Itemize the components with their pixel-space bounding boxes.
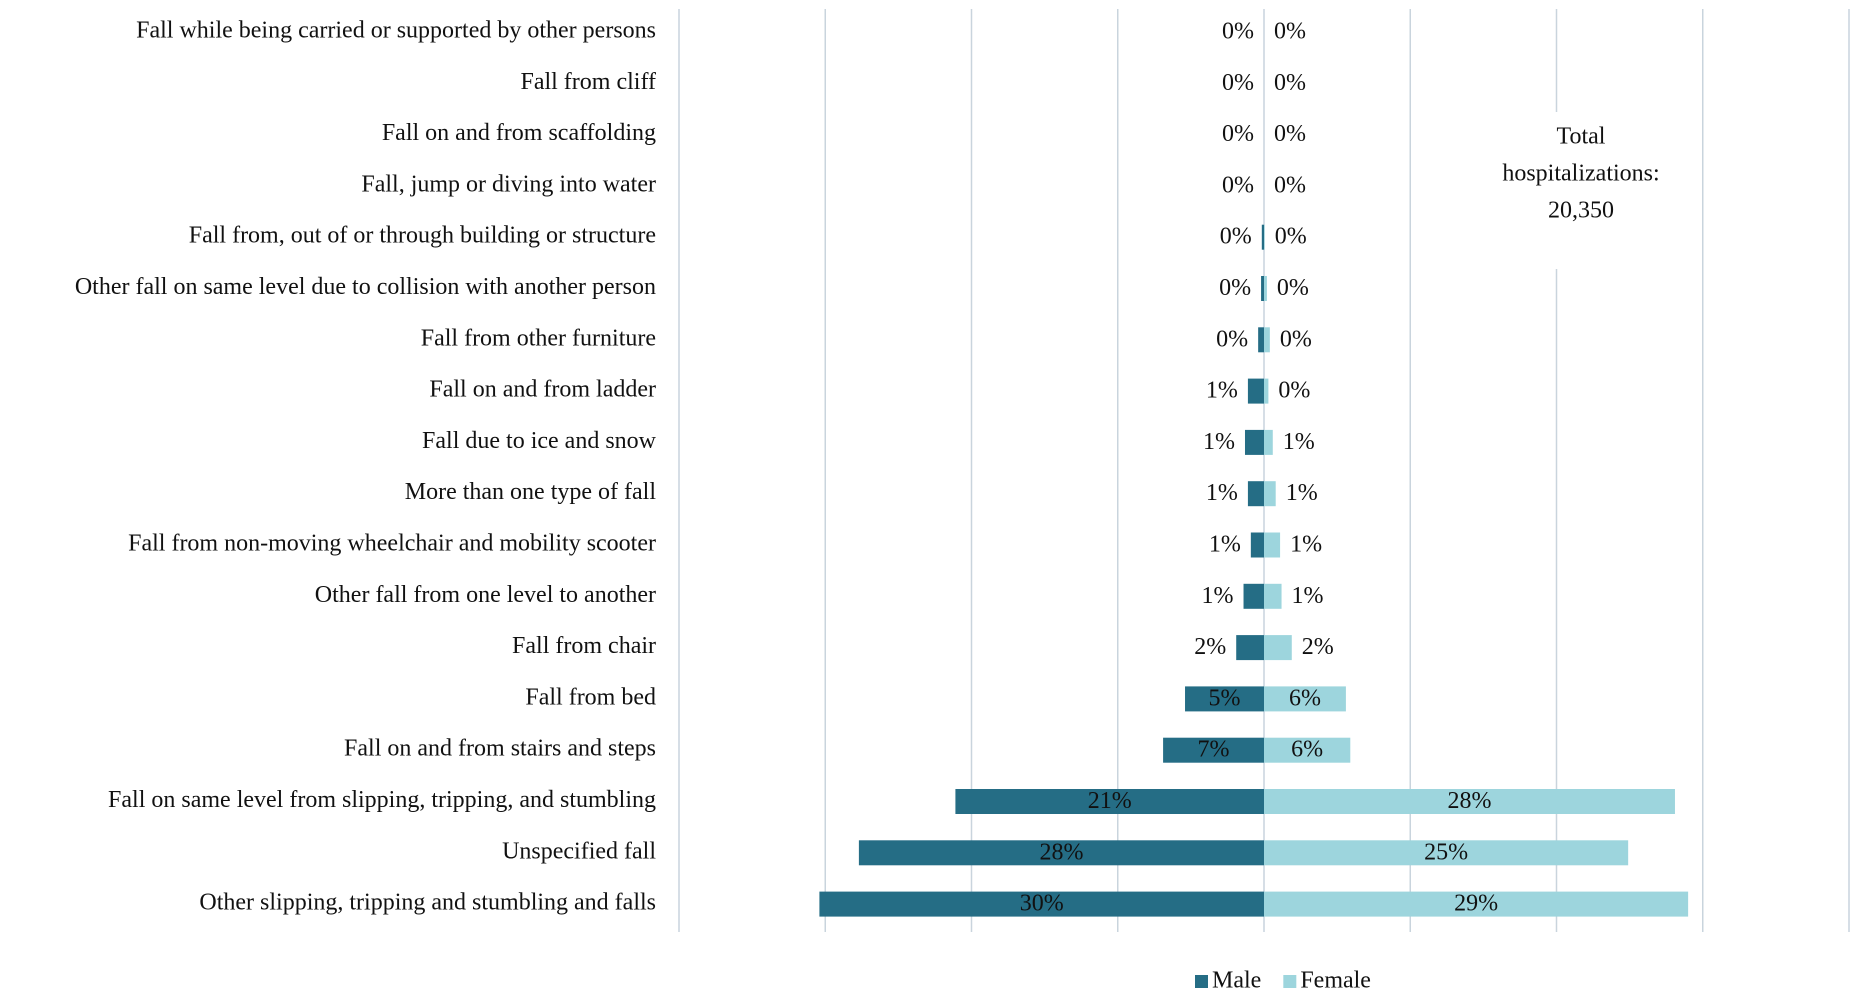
- category-label: Fall on and from stairs and steps: [344, 736, 656, 762]
- value-label: 0%: [1220, 224, 1252, 250]
- value-label: 0%: [1274, 172, 1306, 198]
- category-label: Fall from cliff: [520, 69, 656, 95]
- value-label: 1%: [1286, 480, 1318, 506]
- value-label: 1%: [1290, 532, 1322, 558]
- annotation: hospitalizations:: [1502, 161, 1659, 187]
- bar: [819, 891, 1264, 917]
- bar: [1261, 276, 1264, 301]
- value-label: 28%: [1039, 839, 1083, 865]
- category-label: Fall from bed: [525, 684, 656, 710]
- value-label: 1%: [1202, 583, 1234, 609]
- bar: [1250, 532, 1264, 558]
- category-label: Other slipping, tripping and stumbling a…: [199, 890, 656, 916]
- bar: [1264, 891, 1689, 917]
- value-label: 0%: [1275, 224, 1307, 250]
- bar: [858, 840, 1264, 866]
- legend-label: Male: [1212, 968, 1261, 993]
- bar: [1243, 583, 1264, 609]
- annotation-box: [1416, 112, 1700, 269]
- value-label: 28%: [1447, 788, 1491, 814]
- value-label: 2%: [1194, 634, 1226, 660]
- bar: [1236, 635, 1264, 661]
- value-label: 21%: [1088, 788, 1132, 814]
- annotation: 20,350: [1548, 198, 1614, 224]
- category-label: Fall from, out of or through building or…: [189, 223, 656, 249]
- category-label: Unspecified fall: [502, 838, 656, 864]
- value-label: 0%: [1222, 121, 1254, 147]
- bar: [1258, 327, 1264, 353]
- bar: [1264, 429, 1273, 455]
- value-label: 7%: [1198, 737, 1230, 763]
- bar: [1264, 532, 1281, 558]
- value-label: 1%: [1206, 378, 1238, 404]
- bar: [1264, 737, 1351, 763]
- bar: [1163, 737, 1264, 763]
- value-label: 0%: [1280, 326, 1312, 352]
- category-label: Fall from non-moving wheelchair and mobi…: [128, 531, 656, 557]
- category-label: Other fall from one level to another: [315, 582, 656, 608]
- legend-swatch: [1195, 975, 1208, 988]
- value-label: 25%: [1424, 839, 1468, 865]
- bar: [1264, 686, 1346, 712]
- value-label: 30%: [1020, 891, 1064, 917]
- bar: [1264, 840, 1629, 866]
- category-label: Fall from chair: [512, 633, 656, 659]
- value-label: 0%: [1222, 70, 1254, 96]
- bar: [1244, 429, 1264, 455]
- category-label: Fall on and from scaffolding: [382, 120, 656, 146]
- bar: [1247, 481, 1264, 507]
- category-label: Fall from other furniture: [421, 325, 656, 351]
- value-label: 0%: [1216, 326, 1248, 352]
- value-label: 6%: [1289, 685, 1321, 711]
- bar: [1185, 686, 1264, 712]
- bar: [1264, 276, 1267, 301]
- value-label: 0%: [1278, 378, 1310, 404]
- value-label: 5%: [1209, 685, 1241, 711]
- bar: [955, 789, 1264, 814]
- value-label: 0%: [1219, 275, 1251, 301]
- value-label: 0%: [1222, 172, 1254, 198]
- value-label: 1%: [1203, 429, 1235, 455]
- value-label: 0%: [1274, 19, 1306, 45]
- value-label: 0%: [1274, 70, 1306, 96]
- category-label: Fall on same level from slipping, trippi…: [108, 787, 656, 813]
- category-label: Fall on and from ladder: [429, 377, 656, 403]
- value-label: 1%: [1209, 532, 1241, 558]
- value-label: 6%: [1291, 737, 1323, 763]
- bar: [1264, 481, 1276, 507]
- value-label: 2%: [1302, 634, 1334, 660]
- bar: [1264, 224, 1265, 250]
- category-label: Other fall on same level due to collisio…: [75, 274, 656, 300]
- value-label: 0%: [1222, 19, 1254, 45]
- bar: [1264, 378, 1269, 404]
- bar: [1264, 789, 1675, 814]
- legend-label: Female: [1300, 968, 1371, 993]
- bar: [1261, 224, 1264, 250]
- value-label: 1%: [1206, 480, 1238, 506]
- bar: [1264, 635, 1292, 661]
- category-label: More than one type of fall: [405, 479, 657, 505]
- value-label: 0%: [1277, 275, 1309, 301]
- bar: [1264, 327, 1270, 353]
- category-label: Fall, jump or diving into water: [361, 171, 656, 197]
- category-label: Fall while being carried or supported by…: [136, 18, 656, 44]
- value-label: 29%: [1454, 891, 1498, 917]
- bar: [1264, 583, 1282, 609]
- legend-swatch: [1283, 975, 1297, 988]
- value-label: 1%: [1283, 429, 1315, 455]
- value-label: 1%: [1292, 583, 1324, 609]
- value-label: 0%: [1274, 121, 1306, 147]
- bar: [1247, 378, 1264, 404]
- category-label: Fall due to ice and snow: [422, 428, 657, 454]
- annotation: Total: [1557, 124, 1606, 150]
